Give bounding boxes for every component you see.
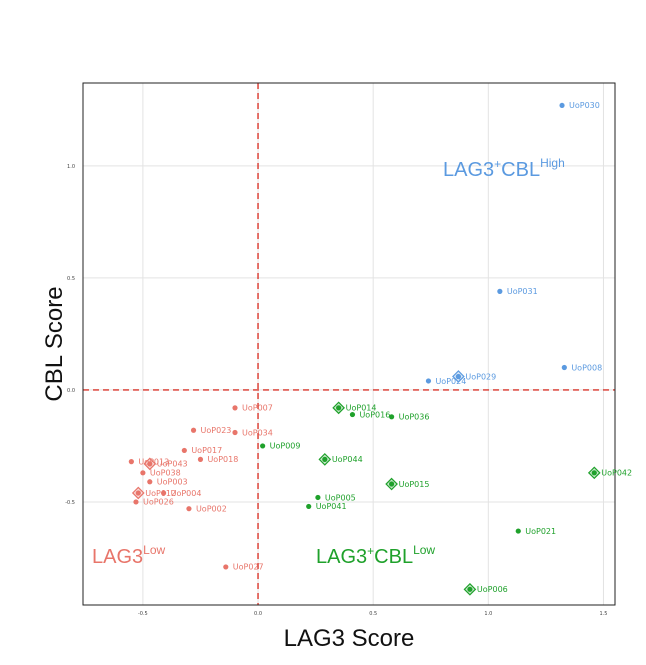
data-point (349, 411, 356, 418)
point-label: UoP038 (150, 469, 181, 478)
data-point (336, 405, 342, 411)
region-label-main: LAG3 (443, 159, 494, 181)
x-tick-label: 1.5 (600, 611, 608, 617)
region-label-mid: CBL (374, 546, 413, 568)
x-tick-label: 1.0 (484, 611, 492, 617)
point-label: UoP030 (569, 101, 600, 110)
point-label: UoP034 (242, 428, 273, 437)
point-label: UoP005 (325, 493, 356, 502)
axis-ticks: -0.5 0.0 0.5 1.0 1.5 -0.5 0.0 0.5 1.0 (65, 164, 607, 617)
data-point (128, 459, 134, 465)
region-label-plus: + (367, 544, 374, 558)
data-point (181, 447, 187, 454)
data-point (186, 506, 192, 512)
data-points (128, 102, 601, 596)
data-point (389, 481, 395, 487)
point-label: UoP008 (571, 363, 602, 372)
point-label: UoP018 (207, 455, 238, 464)
plot-frame (82, 82, 616, 606)
point-label: UoP002 (196, 504, 227, 513)
region-label-sup: Low (143, 543, 165, 557)
region-label-sup: High (540, 156, 565, 170)
data-point (559, 102, 565, 109)
data-point (197, 456, 204, 462)
point-label: UoP027 (233, 563, 264, 572)
point-label: UoP004 (171, 489, 202, 498)
point-label: UoP012 (145, 489, 176, 498)
point-label: UoP031 (507, 287, 538, 296)
data-point (232, 405, 238, 411)
point-label: UoP003 (157, 478, 188, 487)
point-label: UoP041 (316, 502, 347, 511)
point-label: UoP024 (435, 377, 466, 386)
data-point (135, 490, 141, 496)
data-point (467, 586, 473, 592)
data-point (455, 373, 461, 380)
data-point (561, 364, 567, 371)
region-label-main: LAG3 (92, 546, 143, 568)
region-label-main: LAG3 (316, 546, 367, 568)
region-label-plus: + (494, 157, 501, 171)
point-label: UoP017 (191, 446, 222, 455)
y-axis-title: CBL Score (41, 286, 68, 401)
data-point (315, 494, 321, 501)
region-label-sup: Low (413, 543, 435, 557)
point-label: UoP015 (399, 480, 430, 489)
point-labels: UoP030UoP031UoP008UoP029UoP024UoP014UoP0… (138, 101, 632, 594)
threshold-lines (83, 83, 615, 605)
data-point (425, 378, 432, 384)
data-point (147, 461, 153, 467)
x-tick-label: 0.0 (254, 611, 262, 617)
point-label: UoP044 (332, 455, 363, 464)
point-label: UoP042 (601, 469, 632, 478)
region-label-mid: CBL (501, 159, 540, 181)
data-point (306, 503, 312, 510)
data-point (161, 490, 167, 496)
y-tick-label: -0.5 (65, 500, 75, 506)
data-point (260, 443, 266, 449)
y-tick-label: 1.0 (67, 164, 75, 170)
y-tick-label: 0.0 (67, 388, 75, 394)
point-label: UoP029 (465, 372, 496, 381)
region-label-lag3pos-cbl-low: LAG3+CBLLow (316, 543, 435, 568)
point-label: UoP007 (242, 404, 273, 413)
point-label: UoP026 (143, 498, 174, 507)
point-label: UoP016 (359, 410, 390, 419)
grid (83, 83, 615, 605)
point-label: UoP014 (346, 404, 377, 413)
data-point (591, 470, 597, 476)
data-point (223, 564, 229, 570)
data-point (497, 288, 503, 294)
data-point (232, 429, 238, 436)
data-point (140, 470, 146, 476)
data-point (515, 528, 521, 534)
region-label-lag3pos-cbl-high: LAG3+CBLHigh (443, 156, 565, 181)
data-point (147, 479, 153, 485)
y-tick-label: 0.5 (67, 276, 75, 282)
point-label: UoP036 (399, 413, 430, 422)
point-label: UoP006 (477, 585, 508, 594)
point-label: UoP043 (157, 460, 188, 469)
point-label: UoP009 (270, 442, 301, 451)
x-tick-label: -0.5 (138, 611, 148, 617)
point-label: UoP023 (201, 426, 232, 435)
x-axis-title: LAG3 Score (284, 625, 415, 652)
data-point (322, 456, 328, 462)
point-label: UoP013 (138, 457, 169, 466)
data-point (133, 499, 139, 505)
data-point (190, 427, 197, 433)
region-label-lag3-low: LAG3Low (92, 543, 166, 568)
point-label: UoP021 (525, 527, 556, 536)
data-point (389, 414, 395, 420)
x-tick-label: 0.5 (369, 611, 377, 617)
